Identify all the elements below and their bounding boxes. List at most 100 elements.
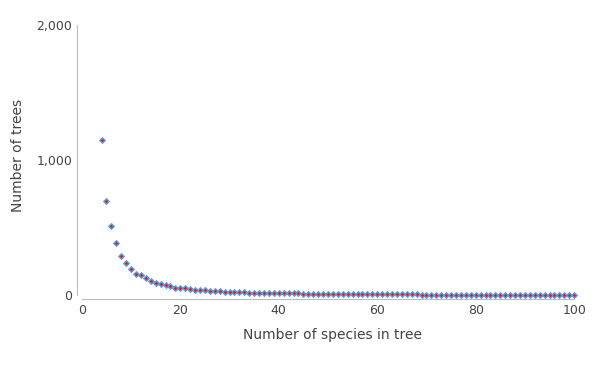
Point bbox=[442, 292, 451, 298]
Point bbox=[323, 291, 333, 297]
Point bbox=[377, 291, 387, 297]
Point bbox=[481, 292, 490, 298]
Point bbox=[353, 291, 362, 297]
Point bbox=[446, 292, 456, 298]
Point bbox=[550, 292, 559, 298]
Point bbox=[343, 291, 352, 297]
Point bbox=[116, 253, 126, 259]
Point bbox=[127, 266, 136, 272]
Point bbox=[215, 288, 224, 294]
Point bbox=[289, 291, 298, 296]
Point bbox=[146, 278, 155, 284]
Point bbox=[318, 291, 328, 297]
Point bbox=[210, 288, 220, 294]
Point bbox=[466, 292, 476, 298]
Point bbox=[491, 292, 500, 298]
Point bbox=[476, 292, 485, 298]
Point bbox=[185, 286, 195, 292]
Point bbox=[141, 275, 151, 281]
Point bbox=[264, 290, 274, 296]
Point bbox=[402, 292, 412, 298]
Point bbox=[308, 291, 318, 297]
Point bbox=[387, 291, 397, 297]
Point bbox=[505, 292, 515, 298]
Point bbox=[471, 292, 481, 298]
Point bbox=[476, 292, 485, 298]
Point bbox=[358, 291, 367, 297]
Point bbox=[181, 285, 190, 291]
Point bbox=[200, 287, 210, 293]
Point bbox=[244, 289, 254, 295]
Point bbox=[97, 137, 106, 142]
Point bbox=[250, 289, 259, 295]
X-axis label: Number of species in tree: Number of species in tree bbox=[244, 328, 422, 342]
Point bbox=[176, 285, 185, 291]
Point bbox=[239, 289, 249, 295]
Point bbox=[284, 290, 293, 296]
Point bbox=[205, 288, 215, 294]
Point bbox=[348, 291, 358, 297]
Point bbox=[353, 291, 362, 297]
Point bbox=[431, 292, 441, 298]
Point bbox=[338, 291, 347, 297]
Point bbox=[565, 292, 574, 298]
Point bbox=[550, 292, 559, 298]
Point bbox=[333, 291, 343, 297]
Point bbox=[299, 291, 308, 296]
Point bbox=[170, 285, 180, 291]
Point bbox=[382, 291, 392, 297]
Point bbox=[358, 291, 367, 297]
Point bbox=[210, 288, 220, 294]
Point bbox=[422, 292, 431, 298]
Point bbox=[127, 266, 136, 272]
Point bbox=[116, 253, 126, 259]
Point bbox=[471, 292, 481, 298]
Point bbox=[220, 289, 229, 295]
Point bbox=[190, 287, 200, 293]
Point bbox=[195, 287, 205, 293]
Point bbox=[491, 292, 500, 298]
Point bbox=[259, 290, 269, 296]
Point bbox=[151, 280, 161, 286]
Point bbox=[427, 292, 436, 298]
Point bbox=[348, 291, 358, 297]
Point bbox=[545, 292, 554, 298]
Point bbox=[279, 290, 289, 296]
Point bbox=[185, 286, 195, 292]
Point bbox=[451, 292, 461, 298]
Point bbox=[146, 278, 155, 284]
Point bbox=[101, 198, 111, 203]
Point bbox=[565, 292, 574, 298]
Point bbox=[181, 285, 190, 291]
Point bbox=[343, 291, 352, 297]
Point bbox=[97, 137, 106, 142]
Point bbox=[520, 292, 530, 298]
Point bbox=[156, 281, 166, 287]
Point bbox=[510, 292, 520, 298]
Point bbox=[176, 285, 185, 291]
Point bbox=[515, 292, 525, 298]
Point bbox=[456, 292, 466, 298]
Point bbox=[485, 292, 495, 298]
Point bbox=[225, 289, 235, 295]
Point bbox=[373, 291, 382, 297]
Point bbox=[540, 292, 550, 298]
Point bbox=[107, 223, 116, 229]
Point bbox=[166, 283, 175, 289]
Point bbox=[250, 289, 259, 295]
Point bbox=[107, 223, 116, 229]
Point bbox=[328, 291, 338, 297]
Point bbox=[318, 291, 328, 297]
Point bbox=[535, 292, 544, 298]
Point bbox=[112, 240, 121, 246]
Point bbox=[131, 272, 141, 278]
Point bbox=[451, 292, 461, 298]
Point bbox=[505, 292, 515, 298]
Point bbox=[112, 240, 121, 246]
Point bbox=[254, 290, 264, 296]
Point bbox=[559, 292, 569, 298]
Point bbox=[323, 291, 333, 297]
Point bbox=[304, 291, 313, 296]
Point bbox=[264, 290, 274, 296]
Point bbox=[170, 285, 180, 291]
